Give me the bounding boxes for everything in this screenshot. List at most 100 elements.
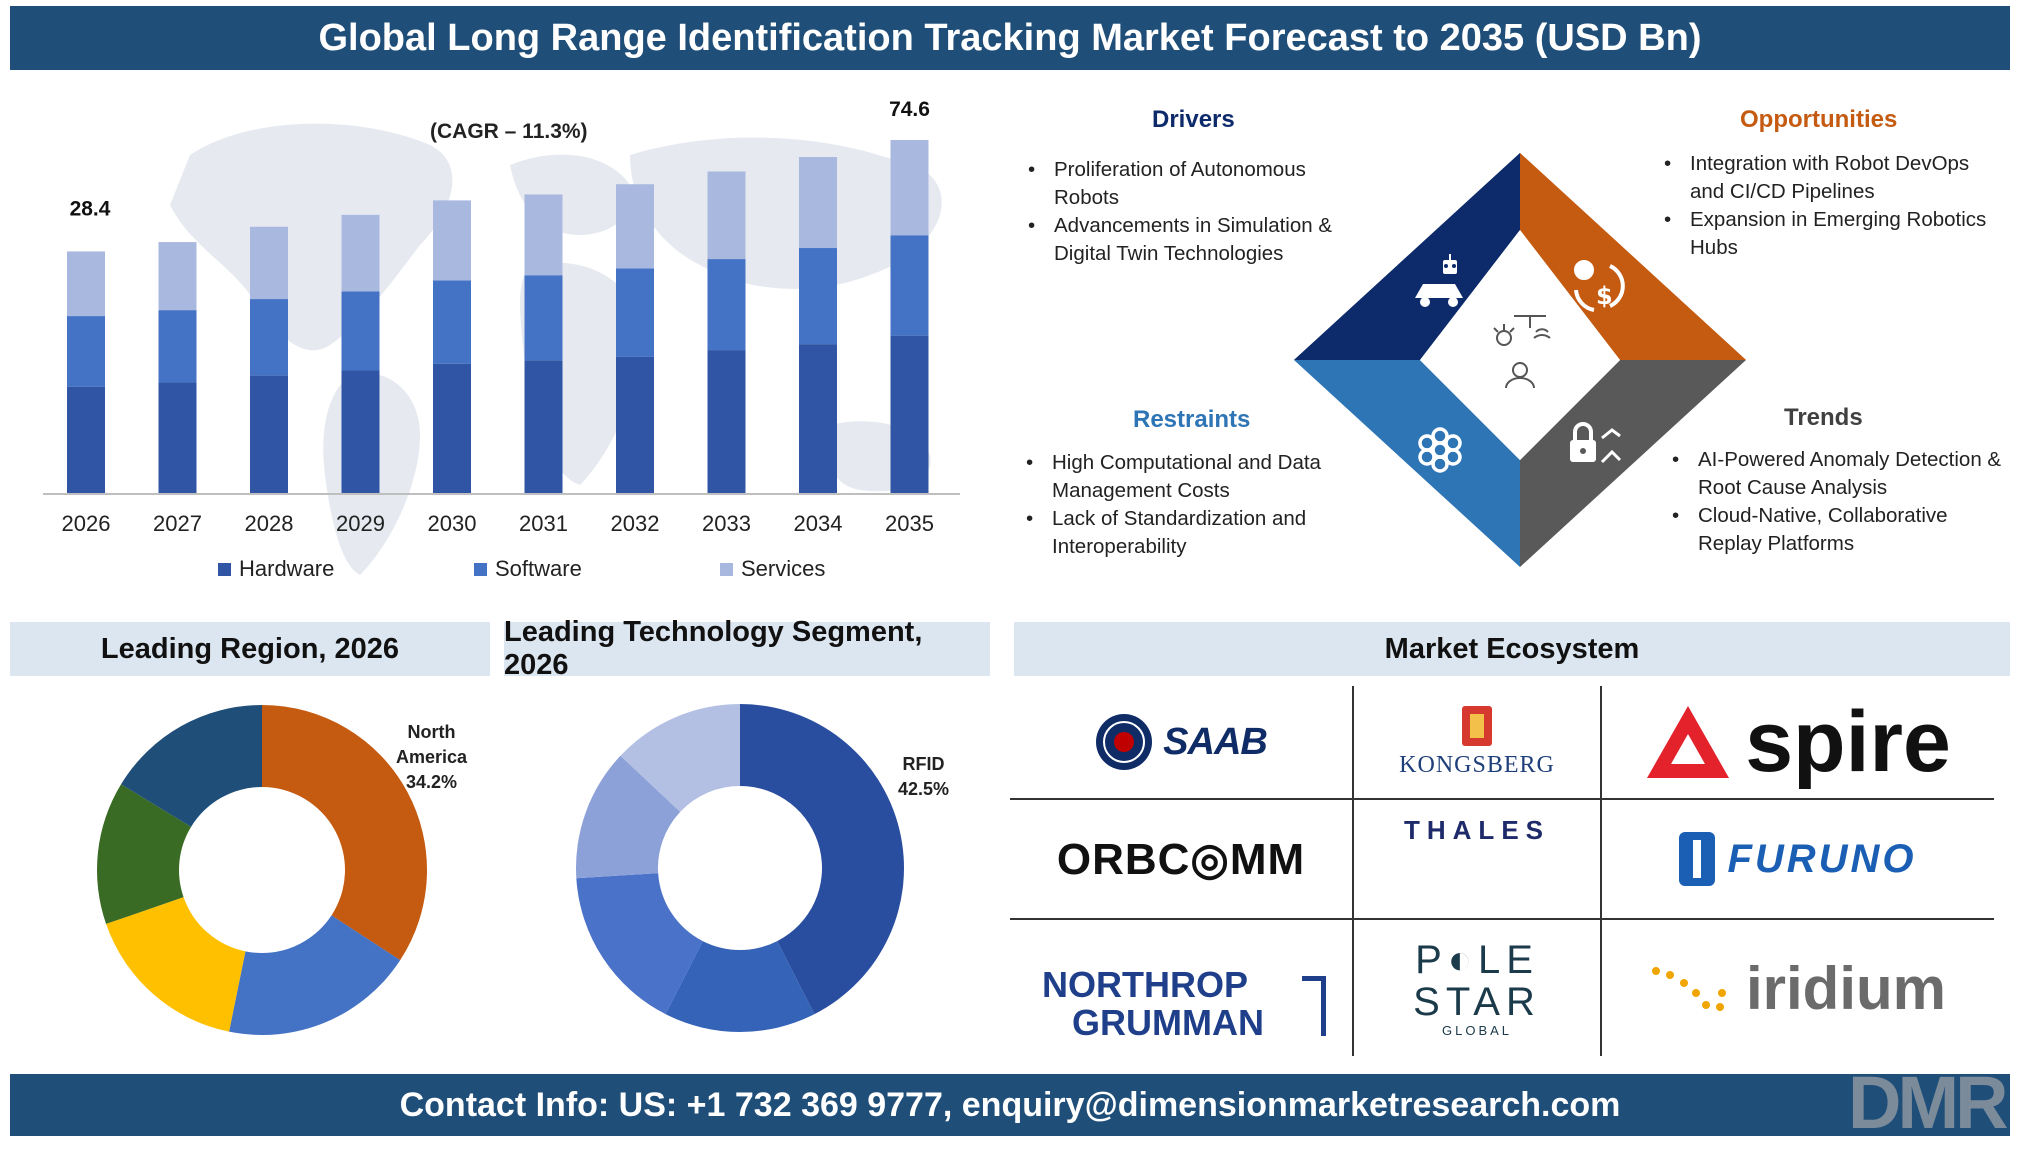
kongsberg-lion-icon (1462, 705, 1492, 746)
robot-car-icon (1415, 254, 1463, 307)
thales-logo: THALES (1354, 800, 1600, 860)
bar-hardware-2034 (799, 344, 837, 493)
trends-title: Trends (1784, 404, 1863, 431)
donut-slice-3 (576, 755, 681, 879)
grid-divider (1352, 686, 1354, 1056)
gear-flower-icon (1418, 427, 1462, 473)
x-tick-label: 2027 (153, 511, 202, 536)
restraints-segment (1294, 360, 1520, 567)
x-tick-label: 2034 (794, 511, 843, 536)
bar-software-2031 (524, 275, 563, 361)
donut-slice-4 (121, 705, 262, 827)
contact-info: Contact Info: US: +1 732 369 9777, enqui… (399, 1085, 1621, 1124)
bar-services-2028 (250, 226, 288, 300)
bar-services-2034 (799, 157, 837, 249)
x-tick-label: 2033 (702, 511, 751, 536)
drivers-title: Drivers (1152, 106, 1235, 133)
trends-item: Cloud-Native, Collaborative Replay Platf… (1668, 502, 2008, 558)
bar-services-2031 (524, 194, 563, 276)
bar-software-2032 (616, 268, 654, 357)
legend-item-software: Software (474, 556, 582, 582)
bar-services-2026 (67, 251, 105, 317)
pole-star-wordmark-2: STAR (1413, 979, 1541, 1024)
bar-software-2028 (250, 299, 288, 376)
furuno-emblem-icon (1679, 832, 1716, 886)
total-data-label: 28.4 (70, 197, 111, 220)
donut-slice-1 (229, 915, 401, 1035)
bar-software-2030 (433, 280, 471, 364)
bar-software-2027 (158, 310, 197, 383)
section-header-technology: Leading Technology Segment, 2026 (504, 616, 990, 681)
legend-swatch (720, 562, 733, 576)
grumman-wordmark: GRUMMAN (1072, 1002, 1264, 1043)
saab-emblem-icon (1096, 714, 1153, 770)
opportunities-title: Opportunities (1740, 106, 1898, 133)
bar-hardware-2029 (341, 370, 380, 493)
northrop-bracket (1302, 976, 1326, 1036)
bar-hardware-2032 (616, 356, 654, 493)
section-title: Leading Technology Segment, 2026 (504, 616, 923, 681)
technology-donut-chart (576, 704, 904, 1032)
bar-services-2027 (158, 242, 197, 311)
pole-star-wordmark-1: P◐LE (1415, 937, 1539, 982)
iridium-dots-icon (1651, 967, 1726, 1011)
donut-slice-2 (576, 873, 703, 1015)
region-donut-chart (97, 705, 427, 1035)
section-header-region: Leading Region, 2026 (10, 622, 490, 676)
drivers-list: Proliferation of Autonomous Robots Advan… (1024, 156, 1354, 268)
bar-hardware-2035 (890, 335, 929, 493)
x-tick-label: 2032 (611, 511, 660, 536)
bar-hardware-2030 (433, 363, 471, 493)
donut-slice-4 (620, 704, 740, 812)
callout-line: 42.5% (898, 779, 950, 799)
pole-star-wordmark-3: GLOBAL (1441, 1022, 1513, 1038)
kongsberg-wordmark: KONGSBERG (1399, 751, 1555, 778)
donut-slice-2 (106, 897, 246, 1032)
total-data-label: 74.6 (889, 98, 930, 121)
bar-hardware-2033 (707, 350, 746, 493)
drivers-item: Proliferation of Autonomous Robots (1024, 156, 1354, 212)
spire-wordmark: spire (1745, 694, 1951, 790)
x-tick-label: 2031 (519, 511, 568, 536)
legend-label: Software (495, 556, 582, 581)
kongsberg-logo: KONGSBERG (1354, 686, 1600, 798)
section-title: Leading Region, 2026 (100, 632, 400, 665)
dmr-logo: DMR (1848, 1061, 2009, 1144)
furuno-wordmark: FURUNO (1727, 836, 1917, 881)
legend-swatch (218, 562, 231, 576)
bar-software-2029 (341, 291, 380, 371)
x-tick-label: 2029 (336, 511, 385, 536)
saab-logo: SAAB (1010, 686, 1352, 798)
opportunities-fill-fix (1520, 153, 1746, 360)
ecosystem-grid: SAAB KONGSBERG spire ORBC◎MM THALES FURU… (1010, 686, 1994, 1056)
bar-services-2029 (341, 214, 380, 292)
region-callout: North America 34.2% (396, 720, 467, 795)
donut-slice-0 (262, 705, 427, 961)
orbcomm-logo: ORBC◎MM (1010, 800, 1352, 918)
iridium-wordmark: iridium (1745, 954, 1946, 1022)
pole-star-logo: P◐LE STAR GLOBAL (1354, 920, 1600, 1056)
bar-hardware-2031 (524, 360, 563, 493)
grid-divider (1010, 798, 1994, 800)
legend-swatch (474, 562, 487, 576)
bar-hardware-2027 (158, 382, 197, 493)
lock-network-icon (1570, 422, 1622, 464)
x-tick-label: 2028 (245, 511, 294, 536)
trends-item: AI-Powered Anomaly Detection & Root Caus… (1668, 446, 2008, 502)
northrop-grumman-logo: NORTHROP GRUMMAN (1042, 966, 1342, 1046)
restraints-title: Restraints (1133, 406, 1251, 433)
spire-triangle-icon (1647, 706, 1730, 778)
bar-hardware-2026 (67, 386, 105, 493)
grid-divider (1600, 686, 1602, 1056)
bar-software-2033 (707, 259, 746, 351)
callout-line: 34.2% (406, 772, 458, 792)
donut-slice-0 (740, 704, 904, 1015)
section-title: Market Ecosystem (1384, 632, 1640, 665)
legend-item-services: Services (720, 556, 825, 582)
iridium-logo: iridium (1602, 920, 1994, 1056)
legend-label: Services (741, 556, 826, 581)
technology-callout: RFID 42.5% (898, 752, 949, 802)
cagr-label: (CAGR – 11.3%) (430, 120, 588, 143)
bar-services-2032 (616, 184, 654, 269)
x-tick-label: 2026 (62, 511, 111, 536)
